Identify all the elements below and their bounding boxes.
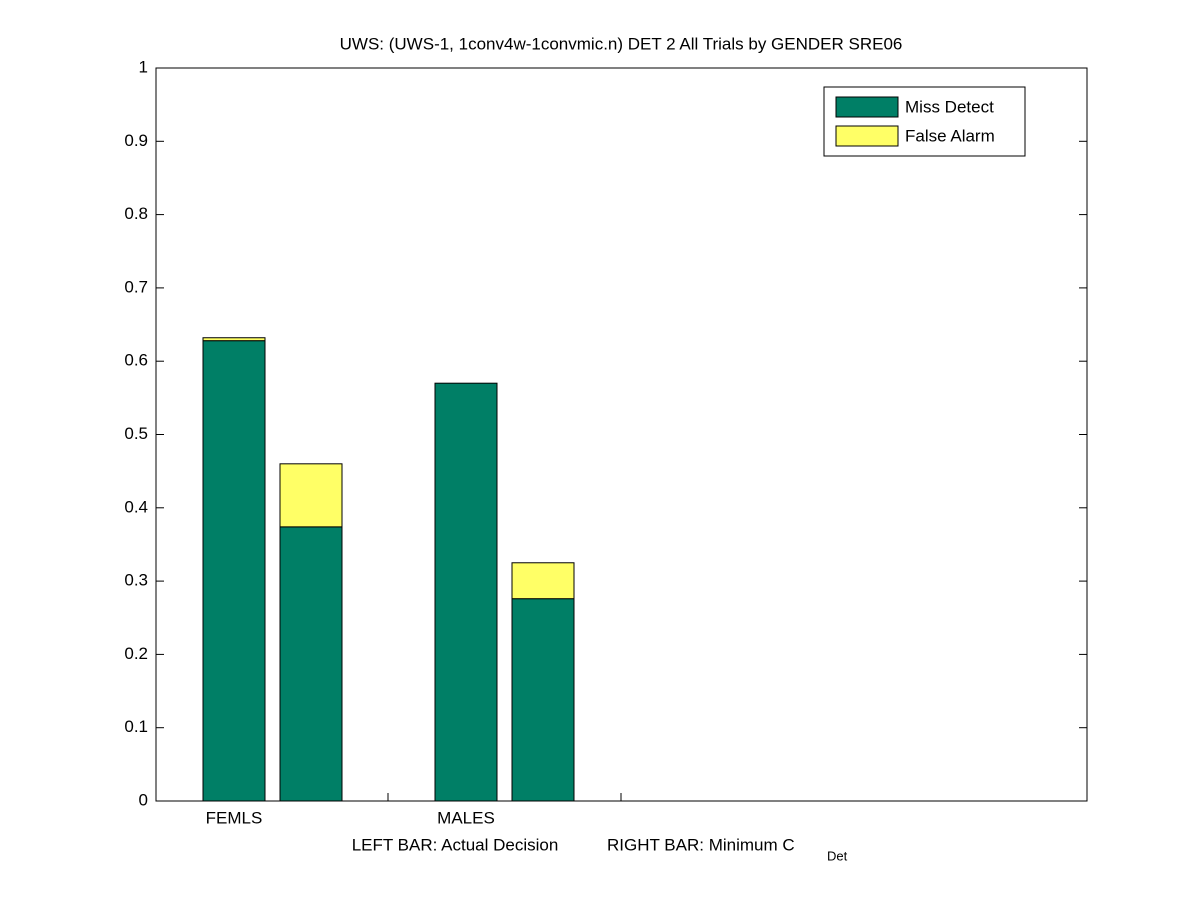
bar-segment	[279, 526, 343, 802]
chart-title: UWS: (UWS-1, 1conv4w-1convmic.n) DET 2 A…	[340, 34, 903, 53]
x-axis-label: RIGHT BAR: Minimum C	[607, 835, 795, 854]
x-axis-label-subscript: Det	[827, 848, 848, 863]
y-tick-label: 0.7	[124, 277, 148, 296]
y-tick-label: 1	[139, 57, 148, 76]
x-axis-label: LEFT BAR: Actual Decision	[352, 835, 559, 854]
y-tick-label: 0.3	[124, 571, 148, 590]
y-tick-label: 0.4	[124, 497, 148, 516]
bar-segment	[279, 463, 343, 528]
x-tick-label: MALES	[437, 808, 495, 827]
y-tick-label: 0.5	[124, 424, 148, 443]
y-tick-label: 0.2	[124, 644, 148, 663]
bar-segment	[511, 562, 575, 600]
y-tick-label: 0.9	[124, 131, 148, 150]
bar-segment	[202, 337, 266, 342]
y-tick-label: 0.1	[124, 717, 148, 736]
legend-swatch	[835, 96, 899, 118]
y-tick-label: 0.6	[124, 351, 148, 370]
bar-segment	[434, 382, 498, 802]
y-tick-label: 0.8	[124, 204, 148, 223]
y-tick-label: 0	[139, 790, 148, 809]
legend-label: Miss Detect	[905, 97, 994, 116]
bar-segment	[202, 340, 266, 802]
bar-segment	[511, 598, 575, 802]
legend-label: False Alarm	[905, 126, 995, 145]
x-tick-label: FEMLS	[206, 808, 263, 827]
legend-swatch	[835, 125, 899, 147]
